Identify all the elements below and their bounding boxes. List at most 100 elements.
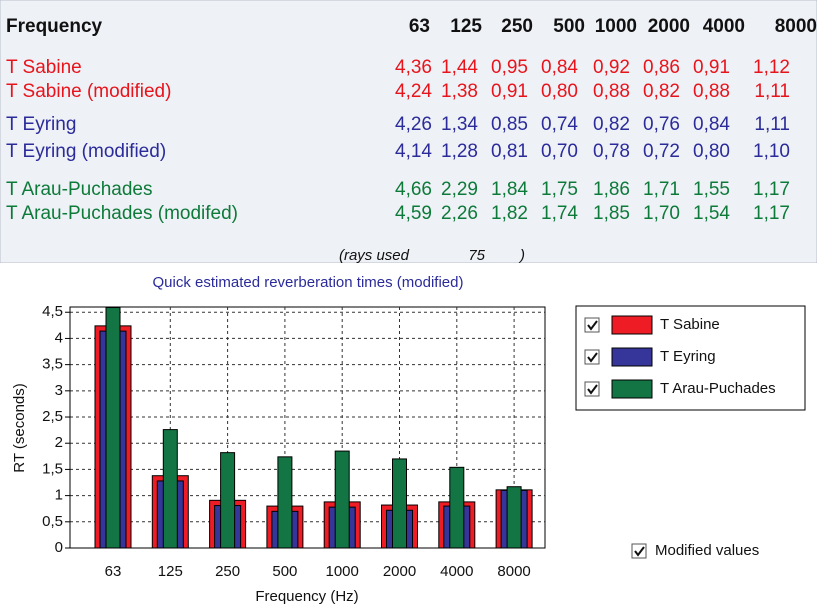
modified-label: Modified values: [655, 542, 759, 559]
row-value: 0,82: [643, 81, 680, 102]
row-value: 1,85: [593, 203, 630, 224]
row-value: 1,17: [753, 179, 790, 200]
row-value: 0,85: [491, 114, 528, 135]
y-tick-label: 1: [55, 487, 63, 504]
legend-checkbox-check: [587, 320, 598, 331]
y-tick-label: 3,5: [42, 356, 63, 373]
row-value: 0,88: [593, 81, 630, 102]
chart-title: Quick estimated reverberation times (mod…: [153, 274, 464, 291]
row-value: 1,82: [491, 203, 528, 224]
row-value: 0,88: [693, 81, 730, 102]
row-value: 0,91: [491, 81, 528, 102]
row-value: 2,26: [441, 203, 478, 224]
row-value: 1,44: [441, 57, 478, 78]
legend-swatch: [611, 347, 653, 367]
row-value: 0,80: [541, 81, 578, 102]
header-frequency: 8000: [775, 16, 817, 37]
row-value: 1,74: [541, 203, 578, 224]
x-tick-label: 250: [215, 563, 240, 580]
legend-swatch: [611, 315, 653, 335]
row-value: 1,11: [754, 114, 790, 135]
y-tick-label: 0: [55, 539, 63, 556]
row-value: 1,75: [541, 179, 578, 200]
y-tick-label: 2,5: [42, 408, 63, 425]
row-value: 0,76: [643, 114, 680, 135]
y-axis-label: RT (seconds): [11, 383, 28, 472]
row-value: 4,59: [395, 203, 432, 224]
row-label: T Arau-Puchades: [6, 179, 152, 200]
row-value: 1,28: [441, 141, 478, 162]
results-panel: [0, 0, 817, 264]
row-label: T Eyring: [6, 114, 76, 135]
bar: [105, 307, 121, 549]
row-value: 1,12: [753, 57, 790, 78]
row-value: 1,34: [441, 114, 478, 135]
bar: [506, 486, 522, 549]
header-label: Frequency: [6, 16, 103, 37]
row-value: 4,26: [395, 114, 432, 135]
x-tick-label: 1000: [326, 563, 359, 580]
row-value: 0,95: [491, 57, 528, 78]
row-value: 1,17: [753, 203, 790, 224]
row-value: 0,74: [541, 114, 578, 135]
rays-label: (rays used: [339, 247, 410, 264]
legend-label: T Sabine: [660, 316, 720, 333]
y-tick-label: 4: [55, 329, 63, 346]
row-value: 4,14: [395, 141, 432, 162]
row-value: 0,84: [693, 114, 730, 135]
x-tick-label: 500: [272, 563, 297, 580]
x-tick-label: 2000: [383, 563, 416, 580]
row-label: T Eyring (modified): [6, 141, 166, 162]
row-value: 4,24: [395, 81, 432, 102]
row-value: 0,72: [643, 141, 680, 162]
bar: [277, 456, 293, 549]
row-value: 1,70: [643, 203, 680, 224]
bar: [220, 452, 236, 549]
row-value: 0,81: [491, 141, 528, 162]
row-label: T Arau-Puchades (modifed): [6, 203, 238, 224]
legend-checkbox[interactable]: [584, 349, 600, 365]
legend-checkbox-check: [587, 384, 598, 395]
row-value: 1,84: [491, 179, 528, 200]
x-tick-label: 125: [158, 563, 183, 580]
row-value: 1,55: [693, 179, 730, 200]
x-tick-label: 63: [105, 563, 122, 580]
legend-checkbox[interactable]: [584, 317, 600, 333]
bar: [392, 458, 407, 549]
header-frequency: 500: [553, 16, 585, 37]
legend-checkbox-check: [587, 352, 598, 363]
bar: [334, 450, 350, 549]
row-value: 4,66: [395, 179, 432, 200]
header-frequency: 2000: [648, 16, 690, 37]
legend-label: T Eyring: [660, 348, 716, 365]
rays-close: ): [518, 247, 525, 264]
legend-checkbox[interactable]: [584, 381, 600, 397]
legend-label: T Arau-Puchades: [660, 380, 776, 397]
row-value: 1,38: [441, 81, 478, 102]
row-value: 0,80: [693, 141, 730, 162]
row-value: 4,36: [395, 57, 432, 78]
modified-checkbox-check: [634, 546, 645, 557]
row-value: 0,82: [593, 114, 630, 135]
y-tick-label: 2: [55, 434, 63, 451]
row-value: 0,78: [593, 141, 630, 162]
row-value: 1,86: [593, 179, 630, 200]
y-tick-label: 3: [55, 382, 63, 399]
header-frequency: 1000: [595, 16, 637, 37]
bar: [449, 466, 465, 549]
row-label: T Sabine (modified): [6, 81, 171, 102]
modified-checkbox[interactable]: [631, 543, 647, 559]
rays-value: 75: [468, 247, 485, 264]
header-frequency: 250: [501, 16, 533, 37]
row-value: 0,84: [541, 57, 578, 78]
y-tick-label: 4,5: [42, 303, 63, 320]
y-tick-label: 0,5: [42, 513, 63, 530]
x-tick-label: 4000: [440, 563, 473, 580]
legend-swatch: [611, 379, 653, 399]
row-value: 0,91: [693, 57, 730, 78]
row-value: 0,92: [593, 57, 630, 78]
y-tick-label: 1,5: [42, 460, 63, 477]
x-axis-label: Frequency (Hz): [255, 588, 358, 605]
bar: [162, 429, 178, 549]
